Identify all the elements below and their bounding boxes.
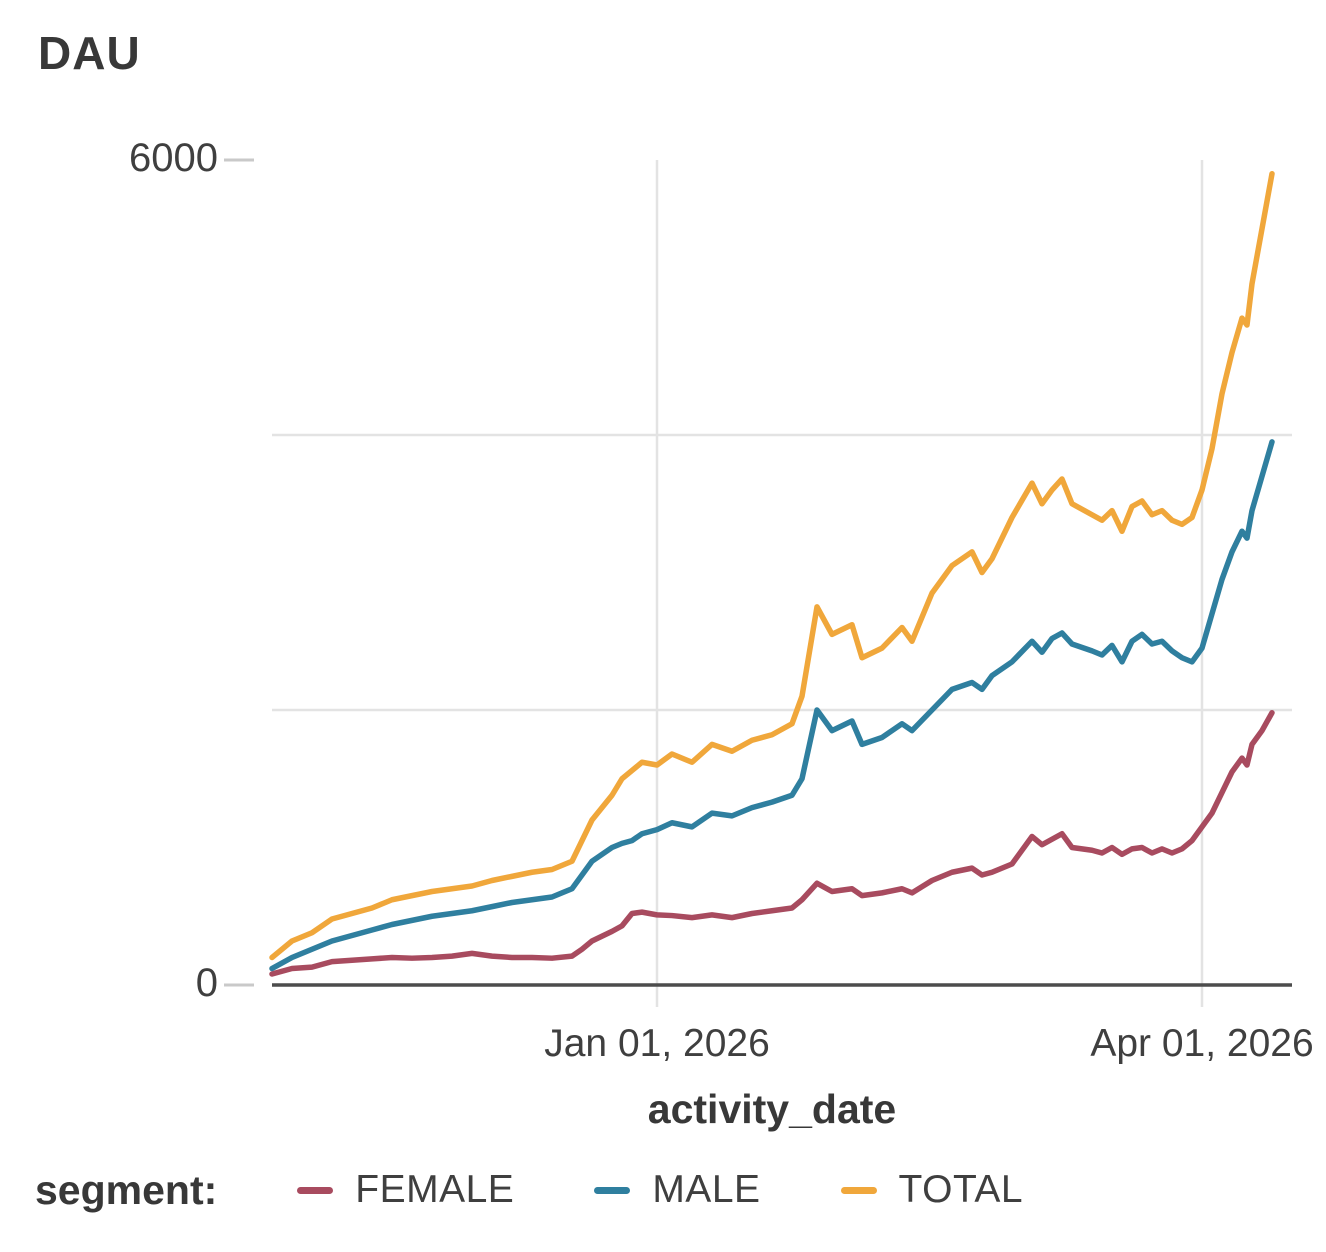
- y-tick-label: 6000: [129, 136, 218, 180]
- legend-swatch-male: [594, 1186, 631, 1194]
- legend-item-total[interactable]: TOTAL: [840, 1168, 1024, 1212]
- series-line-total[interactable]: [269, 171, 1275, 961]
- y-tick-label: 0: [195, 961, 218, 1005]
- legend-label-female: FEMALE: [355, 1168, 515, 1211]
- legend: segment: FEMALE MALE TOTAL: [35, 1158, 1023, 1222]
- legend-swatch-female: [297, 1186, 334, 1194]
- series-line-female[interactable]: [269, 710, 1275, 977]
- legend-item-female[interactable]: FEMALE: [297, 1168, 514, 1212]
- legend-label-total: TOTAL: [898, 1168, 1024, 1211]
- legend-label-male: MALE: [652, 1168, 761, 1211]
- x-tick-label: Jan 01, 2026: [544, 1022, 770, 1065]
- legend-item-male[interactable]: MALE: [594, 1168, 760, 1212]
- series-line-male[interactable]: [269, 439, 1275, 972]
- chart-title: DAU: [38, 27, 141, 79]
- legend-swatch-total: [840, 1186, 877, 1194]
- x-axis-title: activity_date: [647, 1086, 897, 1132]
- x-tick-label: Apr 01, 2026: [1090, 1022, 1314, 1065]
- legend-title: segment:: [35, 1166, 218, 1213]
